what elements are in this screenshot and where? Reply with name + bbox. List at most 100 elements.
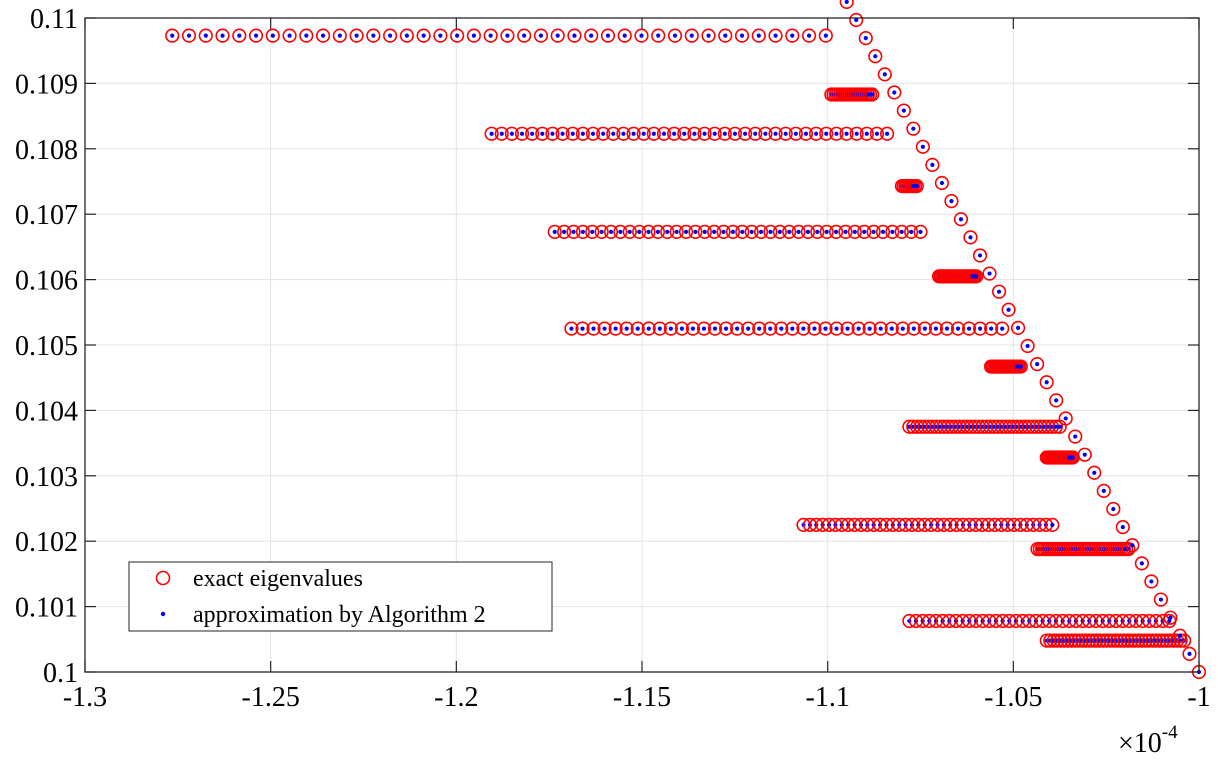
exact-eigenvalue-point xyxy=(894,224,909,239)
exact-eigenvalue-point xyxy=(545,126,560,141)
exact-eigenvalue-point xyxy=(667,28,683,43)
exact-eigenvalue-point xyxy=(603,224,619,239)
approximation-point xyxy=(735,326,740,331)
exact-eigenvalue-point xyxy=(928,321,944,336)
exact-eigenvalue-point xyxy=(641,321,656,336)
exact-eigenvalue-point xyxy=(934,175,950,191)
approximation-point xyxy=(812,326,817,331)
approximation-point xyxy=(996,289,1002,294)
approximation-point xyxy=(702,131,707,136)
exact-eigenvalue-point xyxy=(707,126,722,141)
approximation-point xyxy=(655,229,661,234)
approximation-point xyxy=(867,326,872,331)
exact-eigenvalue-point xyxy=(616,126,631,141)
approximation-point xyxy=(1015,325,1021,330)
exact-eigenvalue-point xyxy=(550,28,565,43)
exact-eigenvalue-point xyxy=(963,230,978,245)
exact-eigenvalue-point xyxy=(718,28,733,43)
exact-eigenvalue-point xyxy=(684,28,699,43)
exact-eigenvalue-point xyxy=(1068,429,1083,444)
approximation-point xyxy=(651,131,656,136)
approximation-point xyxy=(815,229,820,234)
approximation-point xyxy=(1070,455,1075,460)
approximation-point xyxy=(1050,522,1055,527)
approximation-point xyxy=(237,33,242,38)
exact-eigenvalue-point xyxy=(725,224,741,239)
approximation-point xyxy=(892,90,897,95)
exact-eigenvalue-point xyxy=(818,321,833,336)
approximation-point xyxy=(706,33,711,38)
exact-eigenvalue-point xyxy=(995,321,1010,336)
x-tick-label: -1.25 xyxy=(242,682,300,713)
approximation-point xyxy=(580,131,585,136)
exact-eigenvalue-point xyxy=(885,224,900,239)
approximation-point xyxy=(712,131,717,136)
exact-eigenvalue-point xyxy=(525,126,540,141)
exact-eigenvalue-point xyxy=(685,321,701,336)
exact-eigenvalue-point xyxy=(887,85,902,100)
exact-eigenvalue-point xyxy=(849,126,864,141)
approximation-point xyxy=(672,131,677,136)
exact-eigenvalue-point xyxy=(1013,359,1028,374)
approximation-point xyxy=(618,229,623,234)
approximation-point xyxy=(631,131,636,136)
exact-eigenvalue-point xyxy=(1039,375,1054,390)
exact-eigenvalue-point xyxy=(626,126,641,141)
exact-eigenvalue-point xyxy=(557,224,572,239)
y-tick-label: 0.1 xyxy=(43,658,78,689)
approximation-point xyxy=(1167,618,1172,624)
exact-eigenvalue-point xyxy=(717,126,732,141)
exact-eigenvalue-point xyxy=(909,178,924,194)
exact-eigenvalue-point xyxy=(791,224,806,239)
exact-eigenvalue-point xyxy=(1172,628,1188,643)
approximation-point xyxy=(854,17,859,23)
y-tick-label: 0.104 xyxy=(15,396,78,427)
approximation-point xyxy=(1130,543,1135,548)
approximation-point xyxy=(569,326,574,331)
exact-eigenvalue-point xyxy=(744,224,759,239)
approximation-point xyxy=(844,0,849,5)
exact-eigenvalue-point xyxy=(636,126,651,141)
approximation-point xyxy=(555,33,560,38)
exact-eigenvalue-point xyxy=(517,28,532,43)
exact-eigenvalue-point xyxy=(1144,574,1159,589)
exact-eigenvalue-point xyxy=(450,28,465,43)
approximation-point xyxy=(1139,561,1144,566)
approximation-point xyxy=(833,229,839,234)
exact-eigenvalue-point xyxy=(697,126,712,141)
exact-eigenvalue-point xyxy=(1096,483,1111,498)
approximation-point xyxy=(702,229,707,234)
approximation-point xyxy=(889,326,894,331)
approximation-point xyxy=(388,33,393,38)
exact-eigenvalue-point xyxy=(687,126,702,141)
exact-eigenvalue-point xyxy=(1087,465,1102,480)
exact-eigenvalue-point xyxy=(819,224,834,239)
approximation-point xyxy=(844,131,849,136)
y-tick-label: 0.11 xyxy=(30,4,78,35)
approximation-point xyxy=(562,229,567,234)
exact-eigenvalue-point xyxy=(597,321,612,336)
y-tick-label: 0.106 xyxy=(15,266,78,297)
approximation-point xyxy=(624,326,629,331)
approximation-point xyxy=(955,326,961,331)
approximation-point xyxy=(933,326,939,331)
exact-eigenvalue-point xyxy=(868,49,883,64)
exact-eigenvalue-point xyxy=(727,126,743,141)
approximation-point xyxy=(621,131,626,136)
approximation-point xyxy=(878,326,883,331)
exact-eigenvalue-point xyxy=(953,212,969,227)
exact-eigenvalue-point xyxy=(630,321,645,336)
data-points xyxy=(165,0,1207,680)
y-tick-labels: 0.1 0.101 0.102 0.103 0.104 0.105 0.106 0.107 0.… xyxy=(15,4,78,689)
exact-eigenvalue-point xyxy=(718,321,734,336)
exact-eigenvalue-point xyxy=(1106,501,1121,517)
approximation-point xyxy=(668,326,673,331)
exact-eigenvalue-point xyxy=(939,321,955,336)
approximation-point xyxy=(739,33,745,38)
approximation-point xyxy=(1101,488,1106,493)
exact-eigenvalue-point xyxy=(1134,556,1149,571)
approximation-point xyxy=(641,131,646,136)
exact-eigenvalue-point xyxy=(366,28,381,43)
approximation-point xyxy=(978,326,983,331)
